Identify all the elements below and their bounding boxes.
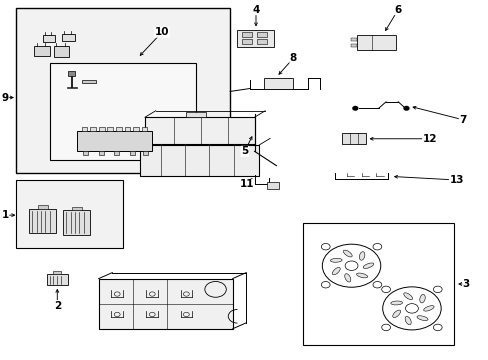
Bar — [144, 117, 254, 144]
Text: 5: 5 — [241, 146, 248, 156]
Bar — [257, 39, 266, 44]
Bar — [124, 127, 130, 131]
Bar — [16, 180, 123, 248]
Ellipse shape — [344, 274, 350, 282]
Text: 3: 3 — [462, 279, 469, 289]
Bar — [81, 127, 87, 131]
Ellipse shape — [356, 273, 367, 278]
Bar — [68, 71, 75, 76]
Ellipse shape — [359, 252, 364, 260]
Bar — [350, 44, 356, 46]
Bar — [107, 127, 113, 131]
Ellipse shape — [392, 310, 400, 318]
Bar — [53, 271, 61, 274]
Bar — [142, 151, 147, 155]
Bar — [54, 46, 69, 57]
Bar — [257, 32, 266, 37]
Bar — [133, 127, 138, 131]
Ellipse shape — [330, 258, 342, 262]
Bar — [140, 145, 259, 176]
Bar — [303, 223, 453, 345]
Bar — [130, 151, 135, 155]
Bar — [72, 207, 81, 210]
Bar — [63, 210, 90, 234]
Bar — [264, 78, 293, 89]
Bar — [350, 39, 356, 41]
Bar — [81, 80, 96, 83]
Bar — [47, 274, 67, 285]
Bar — [99, 151, 103, 155]
Ellipse shape — [419, 294, 425, 303]
Circle shape — [403, 107, 408, 110]
Bar — [242, 32, 252, 37]
Bar — [62, 34, 75, 41]
Bar — [242, 39, 252, 44]
Bar — [237, 30, 273, 47]
Text: 4: 4 — [252, 5, 259, 15]
Bar — [186, 112, 205, 117]
Bar — [99, 127, 104, 131]
Text: 7: 7 — [458, 115, 466, 125]
Bar — [42, 35, 55, 42]
Text: 6: 6 — [394, 5, 401, 15]
Text: 13: 13 — [448, 175, 463, 185]
Bar — [77, 131, 152, 151]
Text: 12: 12 — [422, 134, 436, 144]
Bar — [114, 151, 119, 155]
Bar — [34, 45, 50, 56]
Bar — [38, 206, 47, 209]
Text: 9: 9 — [1, 93, 9, 103]
Bar — [29, 209, 56, 233]
Bar — [266, 182, 278, 189]
Circle shape — [352, 107, 357, 110]
Ellipse shape — [423, 306, 433, 311]
Bar — [90, 127, 96, 131]
Ellipse shape — [404, 316, 410, 325]
Ellipse shape — [332, 267, 340, 275]
Bar — [342, 133, 365, 144]
Text: 8: 8 — [289, 53, 297, 63]
Bar — [16, 8, 230, 173]
Text: 1: 1 — [1, 210, 9, 220]
Text: 2: 2 — [54, 301, 61, 311]
Text: 11: 11 — [240, 179, 254, 189]
Ellipse shape — [363, 263, 373, 269]
Bar — [356, 35, 395, 50]
Ellipse shape — [416, 316, 427, 320]
Bar — [116, 127, 122, 131]
Ellipse shape — [403, 293, 412, 300]
Bar — [99, 279, 232, 329]
Ellipse shape — [390, 301, 402, 305]
Bar — [141, 127, 147, 131]
Text: 10: 10 — [154, 27, 169, 37]
Ellipse shape — [343, 250, 351, 257]
Bar — [83, 151, 88, 155]
Bar — [50, 63, 196, 160]
